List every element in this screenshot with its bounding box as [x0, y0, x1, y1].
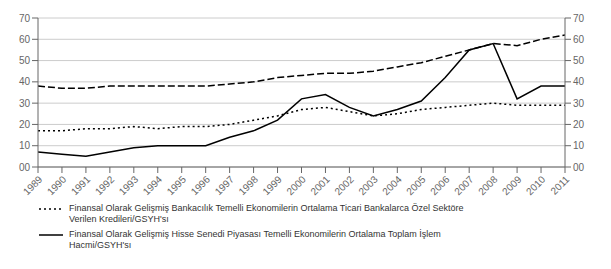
- svg-text:60: 60: [19, 34, 31, 45]
- svg-text:00: 00: [19, 162, 31, 173]
- svg-text:1989: 1989: [21, 173, 45, 197]
- svg-text:2000: 2000: [284, 173, 308, 197]
- svg-text:20: 20: [19, 119, 31, 130]
- svg-text:2007: 2007: [452, 173, 476, 197]
- svg-text:1994: 1994: [141, 173, 165, 197]
- svg-text:40: 40: [19, 76, 31, 87]
- svg-text:2001: 2001: [308, 173, 332, 197]
- svg-text:1995: 1995: [165, 173, 189, 197]
- svg-text:70: 70: [19, 13, 31, 24]
- svg-text:30: 30: [573, 98, 585, 109]
- svg-text:2003: 2003: [356, 173, 380, 197]
- svg-text:2006: 2006: [428, 173, 452, 197]
- svg-text:10: 10: [573, 140, 585, 151]
- svg-text:1991: 1991: [69, 173, 93, 197]
- svg-text:1993: 1993: [117, 173, 141, 197]
- svg-text:1996: 1996: [189, 173, 213, 197]
- html-text:Finansal Olarak Gelişmiş Banka: Finansal Olarak Gelişmiş Bankacılık Teme…: [69, 203, 464, 213]
- svg-text:1990: 1990: [45, 173, 69, 197]
- svg-text:50: 50: [19, 55, 31, 66]
- svg-text:1992: 1992: [93, 173, 117, 197]
- html-text:Verilen Kredileri/GSYH'sı: Verilen Kredileri/GSYH'sı: [69, 214, 169, 224]
- svg-text:2004: 2004: [380, 173, 404, 197]
- svg-text:2008: 2008: [476, 173, 500, 197]
- svg-text:2002: 2002: [332, 173, 356, 197]
- svg-text:1997: 1997: [213, 173, 237, 197]
- html-text:Finansal Olarak Gelişmiş Hisse: Finansal Olarak Gelişmiş Hisse Senedi Pi…: [69, 229, 441, 239]
- svg-text:00: 00: [573, 162, 585, 173]
- svg-text:1998: 1998: [237, 173, 261, 197]
- svg-text:20: 20: [573, 119, 585, 130]
- svg-text:1999: 1999: [260, 173, 284, 197]
- svg-text:2011: 2011: [548, 173, 571, 196]
- svg-text:40: 40: [573, 76, 585, 87]
- svg-text:70: 70: [573, 13, 585, 24]
- svg-text:10: 10: [19, 140, 31, 151]
- svg-text:2005: 2005: [404, 173, 428, 197]
- html-text:Hacmi/GSYH'sı: Hacmi/GSYH'sı: [69, 240, 132, 250]
- svg-text:2010: 2010: [524, 173, 548, 197]
- svg-text:50: 50: [573, 55, 585, 66]
- svg-text:2009: 2009: [500, 173, 524, 197]
- svg-text:60: 60: [573, 34, 585, 45]
- svg-text:30: 30: [19, 98, 31, 109]
